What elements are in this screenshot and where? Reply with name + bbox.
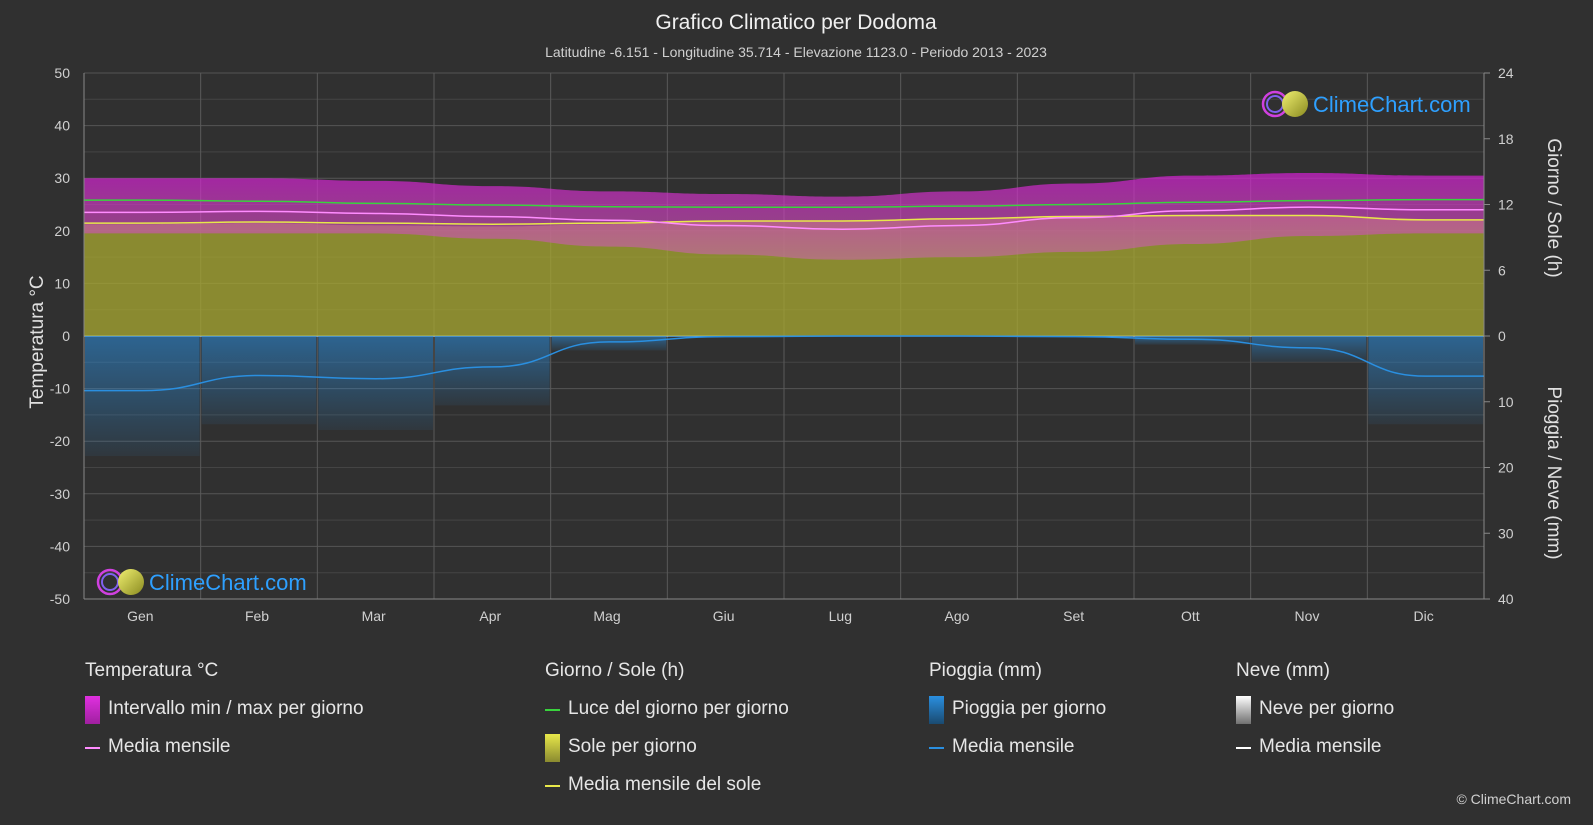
legend-item: Media mensile [929, 736, 1106, 774]
temp-range-swatch [85, 696, 100, 724]
temp-tick-label: -50 [50, 591, 70, 607]
legend-item: Sole per giorno [545, 734, 789, 774]
temp-tick-label: 0 [62, 328, 70, 344]
month-tick-label: Apr [479, 608, 501, 624]
temp-range-fill [84, 172, 1484, 260]
legend-item: Media mensile del sole [545, 774, 789, 812]
daylight-swatch [545, 709, 560, 711]
legend-label: Sole per giorno [568, 736, 697, 757]
rain-bar [1251, 336, 1367, 363]
legend-label: Pioggia per giorno [952, 698, 1107, 719]
month-tick-label: Lug [829, 608, 852, 624]
hour-tick-label: 24 [1498, 65, 1514, 81]
legend-label: Media mensile [108, 736, 231, 757]
rain-bar [1368, 336, 1483, 425]
hour-tick-label: 6 [1498, 262, 1506, 278]
temperature-band [84, 172, 1484, 260]
right-axis-label-top: Giorno / Sole (h) [1543, 138, 1564, 277]
temp-mean-line [84, 206, 1484, 230]
legend: Temperatura °C Intervallo min / max per … [0, 660, 1593, 810]
temp-tick-label: 10 [54, 275, 70, 291]
chart-title: Grafico Climatico per Dodoma [655, 11, 937, 34]
month-tick-label: Ago [945, 608, 970, 624]
sun-swatch [545, 734, 560, 762]
legend-sun: Giorno / Sole (h) Luce del giorno per gi… [545, 660, 789, 812]
temp-tick-label: -40 [50, 538, 70, 554]
daylight-line [83, 198, 1484, 208]
temp-tick-label: -10 [50, 381, 70, 397]
month-tick-label: Dic [1414, 608, 1434, 624]
temp-mean-swatch [85, 747, 100, 749]
legend-snow: Neve (mm) Neve per giorno Media mensile [1236, 660, 1394, 774]
legend-item: Media mensile [1236, 736, 1394, 774]
sun-mean-line [84, 214, 1485, 225]
logo-sun-icon [1282, 91, 1308, 117]
legend-item: Pioggia per giorno [929, 696, 1107, 736]
logo-text: ClimeChart.com [149, 570, 307, 595]
hour-tick-label: 12 [1498, 197, 1514, 213]
left-axis-label: Temperatura °C [27, 275, 48, 408]
legend-item: Neve per giorno [1236, 696, 1395, 736]
legend-heading: Pioggia (mm) [929, 660, 1042, 681]
precip-tick-label: 20 [1498, 460, 1514, 476]
legend-label: Media mensile [1259, 736, 1382, 757]
right-axis-label-bottom: Pioggia / Neve (mm) [1543, 386, 1564, 559]
logo-text: ClimeChart.com [1313, 92, 1471, 117]
month-tick-label: Giu [713, 608, 735, 624]
snow-mean-swatch [1236, 747, 1251, 749]
month-tick-label: Nov [1295, 608, 1320, 624]
legend-item: Media mensile [85, 736, 364, 774]
month-tick-label: Set [1063, 608, 1084, 624]
rain-bars [85, 336, 1483, 457]
rain-mean-line [84, 335, 1484, 392]
logo-top: ClimeChart.com [1261, 90, 1471, 118]
logo-sun-icon [118, 569, 144, 595]
month-tick-label: Gen [127, 608, 153, 624]
legend-heading: Temperatura °C [85, 660, 219, 681]
precip-tick-label: 30 [1498, 525, 1514, 541]
axes: 50 40 30 20 10 0 -10 -20 -30 -40 -50 24 18 12 6 0 10 20 30… [50, 65, 1514, 624]
temp-tick-label: 20 [54, 223, 70, 239]
legend-item: Luce del giorno per giorno [545, 698, 789, 736]
legend-heading: Neve (mm) [1236, 660, 1330, 681]
month-tick-label: Ott [1181, 608, 1200, 624]
legend-label: Media mensile del sole [568, 774, 762, 795]
temp-tick-label: 30 [54, 170, 70, 186]
hour-tick-label: 18 [1498, 131, 1514, 147]
precip-tick-label: 10 [1498, 394, 1514, 410]
rain-bar [1135, 336, 1250, 345]
hour-tick-label: 0 [1498, 328, 1506, 344]
rain-swatch [929, 696, 944, 724]
rain-bar [201, 336, 317, 425]
rain-bar [318, 336, 433, 431]
precip-tick-label: 40 [1498, 591, 1514, 607]
legend-rain: Pioggia (mm) Pioggia per giorno Media me… [929, 660, 1106, 774]
legend-label: Intervallo min / max per giorno [108, 698, 364, 719]
temp-tick-label: 40 [54, 118, 70, 134]
legend-item: Intervallo min / max per giorno [85, 696, 364, 736]
legend-label: Neve per giorno [1259, 698, 1395, 719]
logo-bottom: ClimeChart.com [96, 568, 307, 596]
copyright: © ClimeChart.com [1456, 791, 1571, 807]
sun-mean-swatch [545, 785, 560, 787]
climate-chart: Grafico Climatico per Dodoma Latitudine … [27, 11, 1564, 624]
legend-heading: Giorno / Sole (h) [545, 660, 685, 681]
rain-bar [85, 336, 200, 457]
month-tick-label: Mar [362, 608, 386, 624]
rain-bar [435, 336, 550, 406]
chart-subtitle: Latitudine -6.151 - Longitudine 35.714 -… [545, 44, 1047, 60]
snow-swatch [1236, 696, 1251, 724]
legend-label: Luce del giorno per giorno [568, 698, 789, 719]
temp-tick-label: 50 [54, 65, 70, 81]
series-lines [83, 198, 1485, 392]
legend-label: Media mensile [952, 736, 1075, 757]
rain-mean-swatch [929, 747, 944, 749]
temp-tick-label: -30 [50, 486, 70, 502]
month-tick-label: Feb [245, 608, 269, 624]
month-tick-label: Mag [593, 608, 620, 624]
legend-temperature: Temperatura °C Intervallo min / max per … [85, 660, 364, 774]
temp-tick-label: -20 [50, 433, 70, 449]
rain-bar [551, 336, 667, 351]
